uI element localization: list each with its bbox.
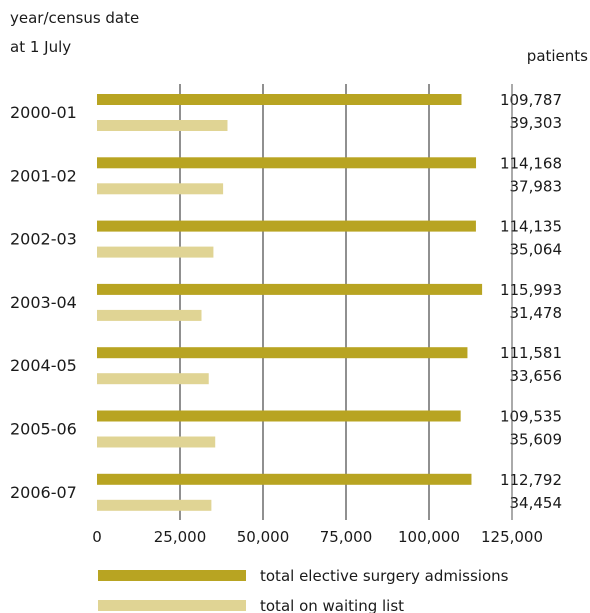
- category-label: 2005-06: [10, 420, 77, 439]
- x-tick-labels: 0 25,000 50,000 75,000 100,000 125,000: [92, 528, 543, 546]
- value-label-waiting-list: 35,064: [510, 241, 563, 259]
- category-label: 2006-07: [10, 483, 77, 502]
- bar-admissions: [97, 347, 468, 359]
- category-label: 2004-05: [10, 356, 77, 375]
- bar-admissions: [97, 410, 461, 422]
- legend-swatch-admissions: [98, 570, 246, 581]
- value-label-admissions: 109,787: [500, 91, 562, 109]
- bar-waiting-list: [97, 246, 214, 258]
- value-label-waiting-list: 33,656: [510, 367, 563, 385]
- bar-waiting-list: [97, 373, 209, 385]
- bar-admissions: [97, 220, 476, 232]
- x-tick-label: 50,000: [237, 528, 290, 546]
- value-label-waiting-list: 37,983: [510, 177, 563, 195]
- bar-waiting-list: [97, 309, 202, 321]
- bar-waiting-list: [97, 183, 224, 195]
- value-label-admissions: 115,993: [500, 281, 562, 299]
- value-label-waiting-list: 39,303: [510, 114, 563, 132]
- y-axis-title-line1: year/census date: [10, 9, 139, 27]
- legend-swatch-waiting-list: [98, 600, 246, 611]
- value-column-title: patients: [527, 47, 588, 65]
- x-tick-label: 125,000: [481, 528, 543, 546]
- value-label-admissions: 114,168: [500, 154, 562, 172]
- category-label: 2000-01: [10, 103, 77, 122]
- value-labels: 109,787 39,303 114,168 37,983 114,135 35,064 1…: [500, 91, 562, 512]
- value-label-waiting-list: 31,478: [510, 304, 563, 322]
- bar-waiting-list: [97, 499, 212, 511]
- legend-label-waiting-list: total on waiting list: [260, 597, 404, 613]
- bars: [97, 94, 483, 511]
- category-label: 2002-03: [10, 230, 77, 249]
- bar-admissions: [97, 94, 462, 105]
- category-label: 2003-04: [10, 293, 77, 312]
- legend-label-admissions: total elective surgery admissions: [260, 567, 509, 585]
- value-label-admissions: 114,135: [500, 218, 562, 236]
- value-label-admissions: 111,581: [500, 344, 562, 362]
- value-label-waiting-list: 34,454: [510, 494, 563, 512]
- x-tick-label: 0: [92, 528, 102, 546]
- bar-waiting-list: [97, 120, 228, 131]
- legend: total elective surgery admissions total o…: [98, 567, 509, 613]
- x-tick-label: 25,000: [154, 528, 207, 546]
- bar-admissions: [97, 283, 483, 295]
- x-tick-label: 75,000: [320, 528, 373, 546]
- gridlines: [179, 84, 430, 520]
- x-tick-label: 100,000: [398, 528, 460, 546]
- value-label-waiting-list: 35,609: [510, 431, 563, 449]
- y-axis-title-line2: at 1 July: [10, 38, 71, 56]
- bar-admissions: [97, 157, 477, 169]
- value-label-admissions: 109,535: [500, 408, 562, 426]
- bar-admissions: [97, 473, 472, 485]
- category-label: 2001-02: [10, 166, 77, 185]
- category-labels: 2000-01 2001-02 2002-03 2003-04 2004-05 2005-…: [10, 103, 77, 502]
- bar-waiting-list: [97, 436, 216, 448]
- value-label-admissions: 112,792: [500, 471, 562, 489]
